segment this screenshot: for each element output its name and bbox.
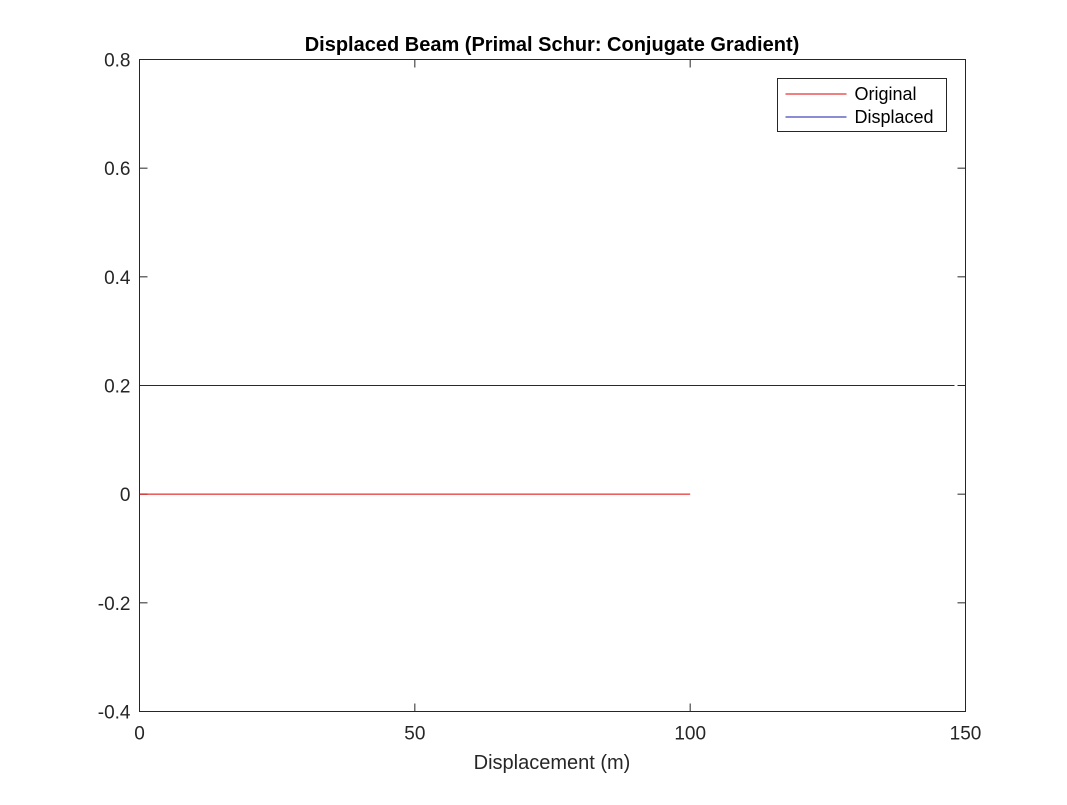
series-lines — [139, 385, 955, 495]
x-axis-label: Displacement (m) — [474, 752, 631, 774]
x-tick-label: 150 — [950, 724, 982, 745]
legend-label: Original — [855, 84, 917, 104]
legend-box — [777, 78, 947, 132]
y-tick-label: 0 — [120, 485, 131, 506]
legend: Original Displaced — [777, 78, 947, 132]
legend-label: Displaced — [855, 107, 934, 127]
x-tick-label: 50 — [404, 724, 425, 745]
chart-title: Displaced Beam (Primal Schur: Conjugate … — [305, 34, 800, 56]
x-tick-label: 0 — [134, 724, 145, 745]
x-tick-label: 100 — [674, 724, 706, 745]
y-tick-label: -0.2 — [98, 594, 131, 615]
y-tick-label: -0.4 — [98, 703, 131, 724]
y-tick-label: 0.8 — [104, 51, 130, 72]
y-tick-label: 0.2 — [104, 377, 130, 398]
y-tick-label: 0.4 — [104, 268, 131, 289]
axis-ticks: 0 50 100 150 -0.4 -0.2 0 0.2 0.4 0.6 0.8 — [98, 51, 982, 745]
y-tick-label: 0.6 — [104, 159, 130, 180]
